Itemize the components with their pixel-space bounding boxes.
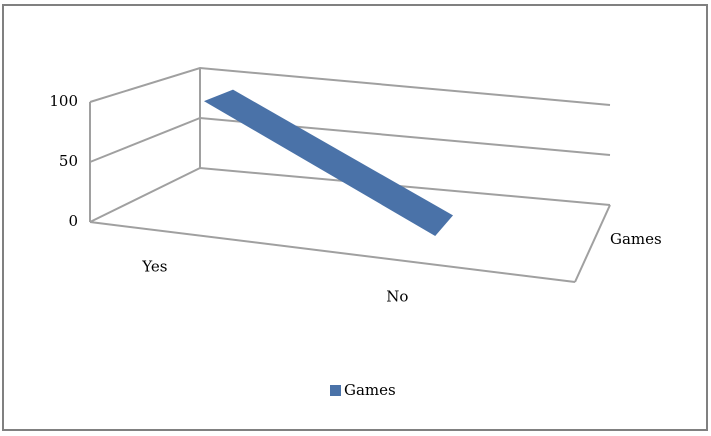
x-tick-label: Yes [141, 258, 167, 276]
grid-line [89, 116, 611, 163]
grid-line [89, 66, 611, 106]
ribbon [203, 89, 453, 236]
y-tick-label: 50 [59, 152, 78, 170]
legend-swatch [330, 385, 341, 396]
y-tick-label: 0 [68, 212, 78, 230]
depth-axis-label: Games [610, 230, 662, 248]
legend-label: Games [344, 381, 396, 399]
floor-front-edge [89, 221, 576, 283]
floor-right-edge [574, 204, 611, 283]
x-tick-label: No [386, 288, 408, 306]
chart-frame [2, 4, 708, 431]
grid-line [89, 166, 611, 223]
y-tick-label: 100 [49, 92, 78, 110]
